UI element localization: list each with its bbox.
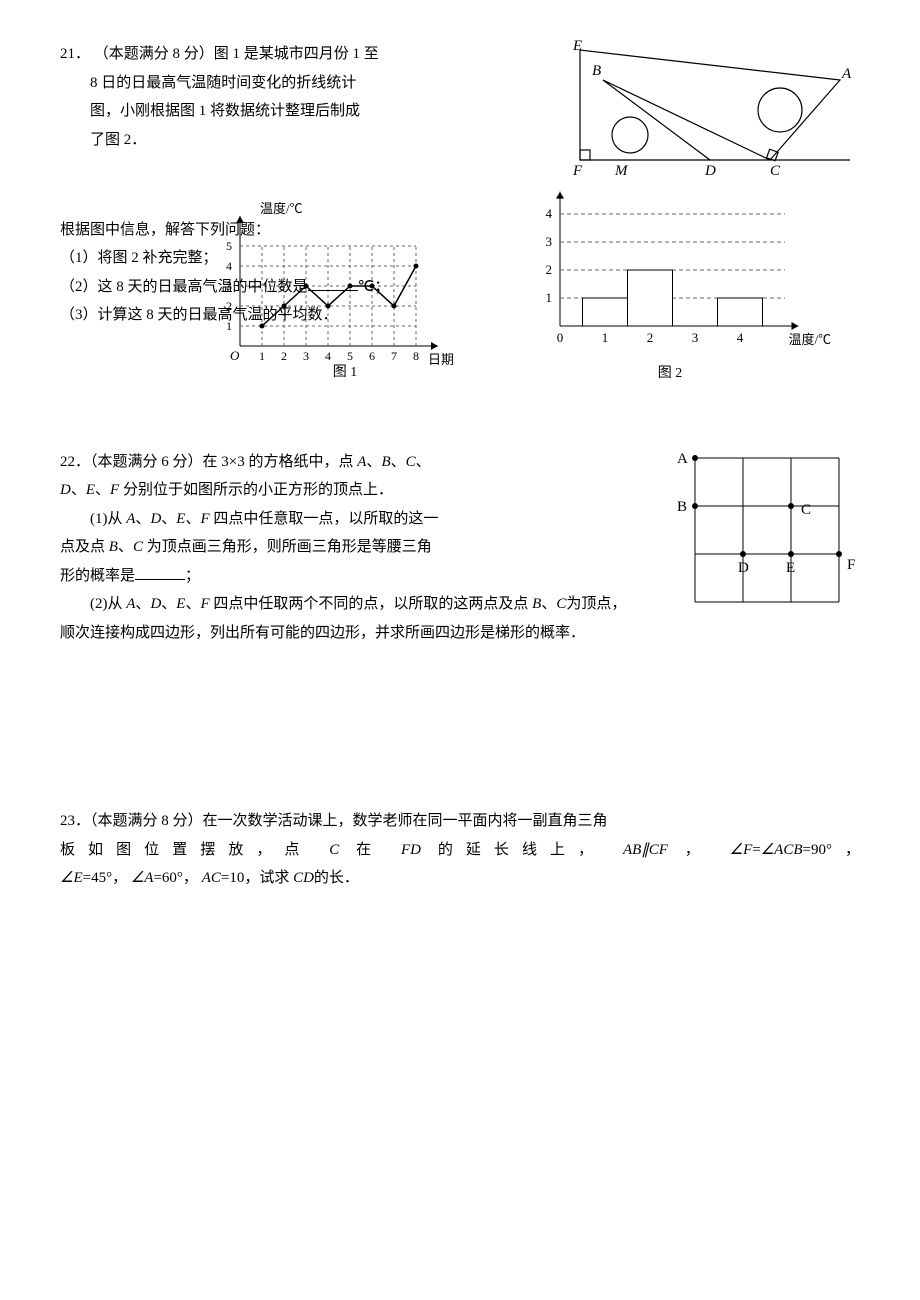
grid-figure: A B C D E F [660,448,860,619]
q23-points: （本题满分 8 分） [90,813,203,829]
q21-i4: 了图 2． [90,132,146,148]
svg-text:4: 4 [546,206,553,221]
svg-text:6: 6 [369,349,375,363]
svg-text:温度/℃: 温度/℃ [789,332,832,347]
q21-i1: 图 1 是某城市四月份 1 至 [214,46,379,62]
svg-text:A: A [677,451,688,467]
svg-text:B: B [677,499,687,515]
q21-task1: （1）将图 2 补充完整； [60,244,480,273]
svg-text:3: 3 [546,234,553,249]
label-F: F [572,163,583,179]
svg-text:2: 2 [647,330,654,345]
q23-num: 23． [60,813,90,829]
label-D: D [704,163,716,179]
q21-intro: 21． （本题满分 8 分）图 1 是某城市四月份 1 至 8 日的日最高气温随… [60,40,460,154]
svg-text:O: O [230,348,240,363]
svg-text:4: 4 [737,330,744,345]
svg-text:7: 7 [391,349,397,363]
chart2-svg: 012341234温度/℃ [520,181,820,351]
label-B: B [592,63,601,79]
label-E: E [572,38,582,54]
q22-points: （本题满分 6 分） [90,454,203,470]
q21-figures: 1234567812345O温度/℃日期 根据图中信息，解答下列问题： （1）将… [60,181,860,388]
svg-text:4: 4 [325,349,331,363]
svg-text:日期: 日期 [428,352,454,367]
svg-text:1: 1 [259,349,265,363]
q21-i2: 8 日的日最高气温随时间变化的折线统计 [90,75,356,91]
q22-num: 22． [60,454,90,470]
svg-text:0: 0 [557,330,564,345]
blank-median[interactable] [308,275,358,291]
svg-text:2: 2 [546,262,553,277]
label-C: C [770,163,781,179]
svg-text:E: E [786,560,795,576]
svg-text:2: 2 [281,349,287,363]
svg-text:5: 5 [347,349,353,363]
problem-23: 23．（本题满分 8 分）在一次数学活动课上，数学老师在同一平面内将一副直角三角… [60,807,860,893]
svg-text:3: 3 [692,330,699,345]
q21-task2: （2）这 8 天的日最高气温的中位数是℃； [60,273,480,302]
svg-text:8: 8 [413,349,419,363]
q21-points: （本题满分 8 分） [94,46,214,62]
chart2-caption: 图 2 [520,361,820,388]
blank-prob[interactable] [135,564,185,580]
triangle-svg: E B A F M D C [570,40,860,170]
q21-taskhead: 根据图中信息，解答下列问题： [60,216,480,245]
svg-text:1: 1 [546,290,553,305]
q21-task3: （3）计算这 8 天的日最高气温的平均数． [60,301,480,330]
triangle-diagram: E B A F M D C [570,40,860,181]
svg-text:C: C [801,502,811,518]
label-A: A [841,66,852,82]
svg-text:1: 1 [602,330,609,345]
q21-num: 21． [60,46,90,62]
label-M: M [614,163,629,179]
problem-22: ABCDEF 22．（本题满分 6 分）在 3×3 的方格纸中，点 A、B、C、… [60,448,860,648]
grid-svg: A B C D E F [660,448,860,608]
svg-text:D: D [738,560,749,576]
svg-text:F: F [847,557,855,573]
q21-i3: 图，小刚根据图 1 将数据统计整理后制成 [90,103,360,119]
svg-text:3: 3 [303,349,309,363]
problem-21: E B A F M D C 21． （本题满分 8 分）图 1 是某城市四月份 … [60,40,860,388]
